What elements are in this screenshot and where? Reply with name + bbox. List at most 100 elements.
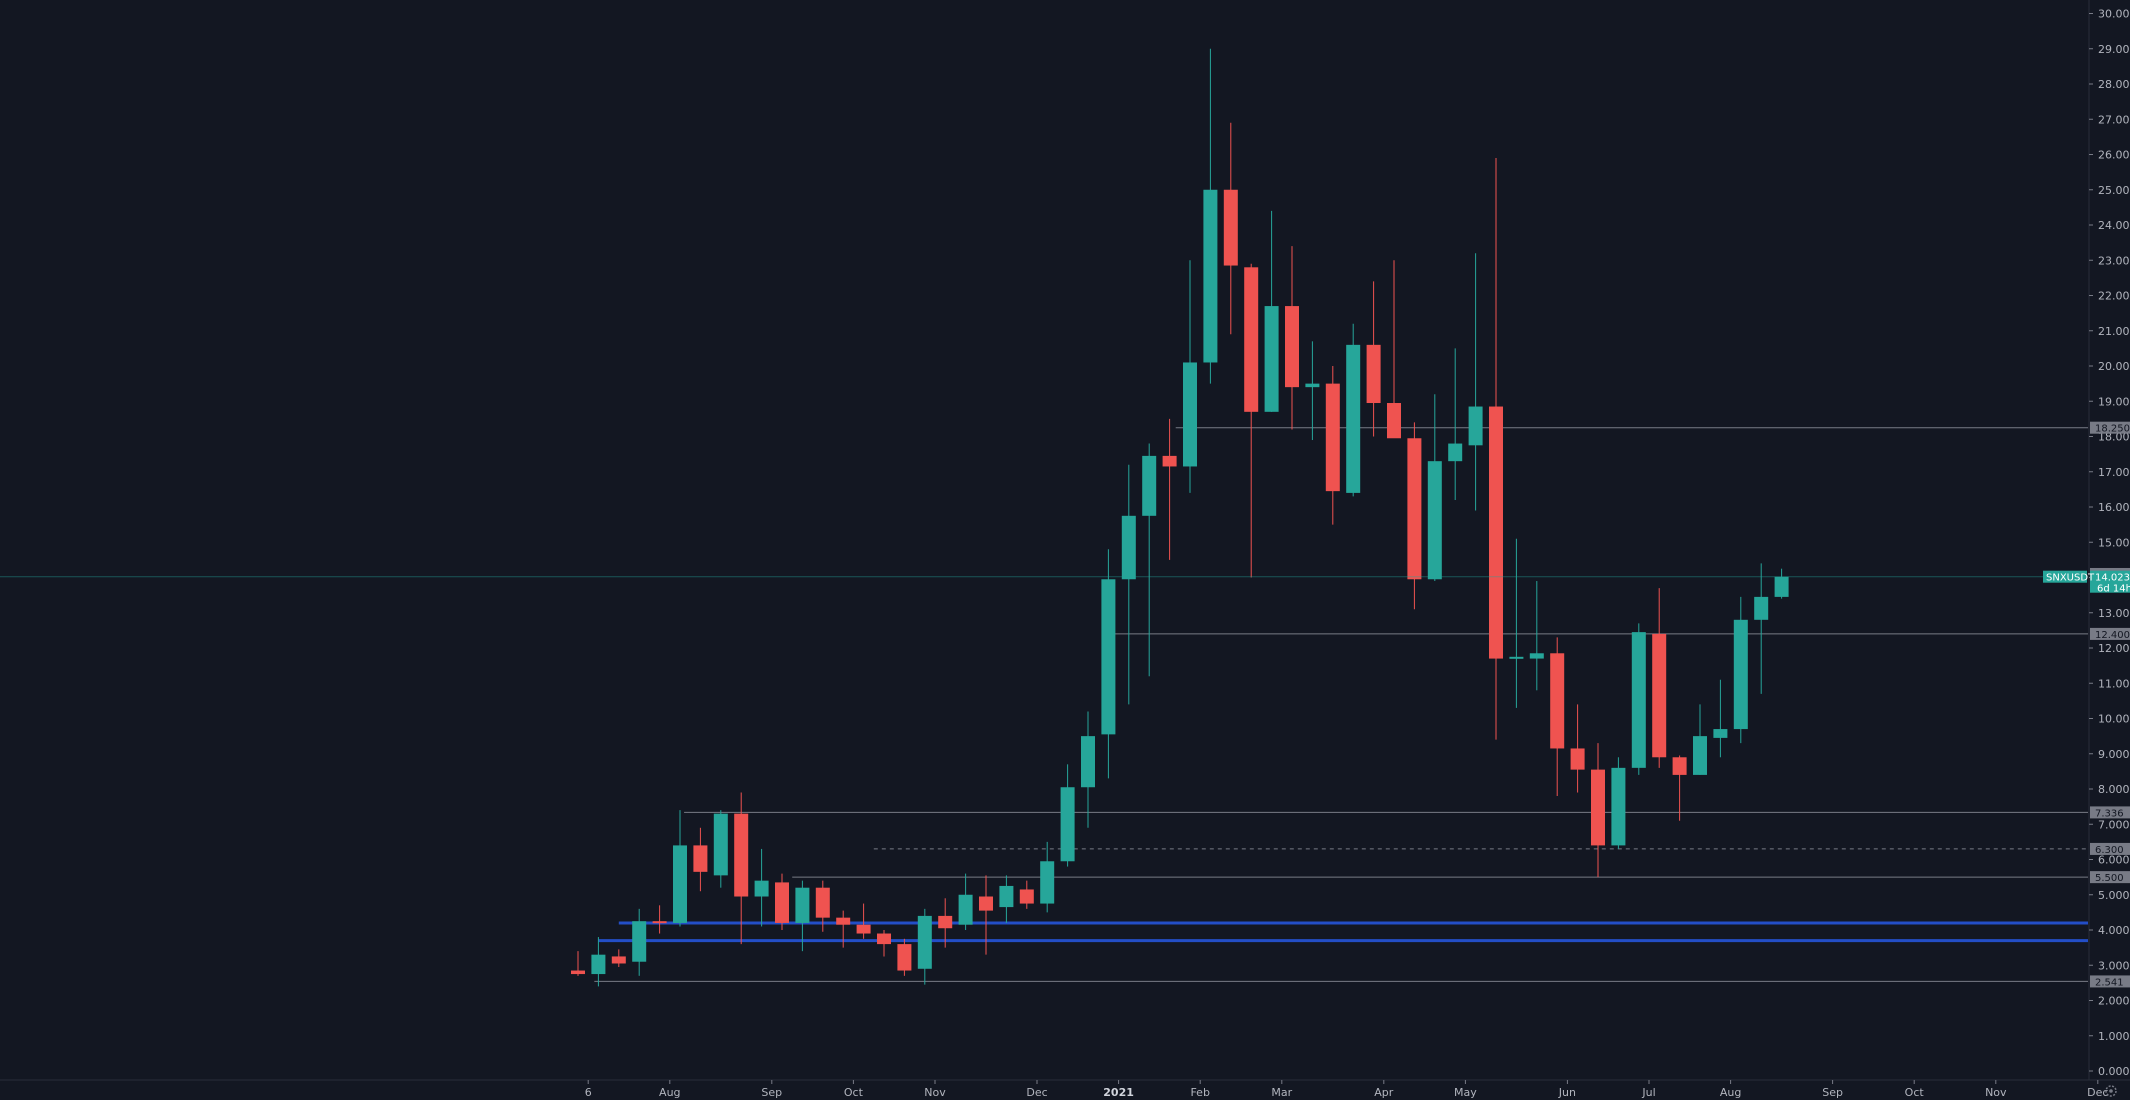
y-tick-label: 17.000 bbox=[2098, 466, 2130, 479]
candle[interactable] bbox=[673, 810, 687, 927]
candle[interactable] bbox=[897, 938, 912, 976]
candle-body bbox=[775, 882, 789, 923]
candle[interactable] bbox=[836, 910, 851, 948]
candle-body bbox=[1631, 632, 1646, 768]
candle[interactable] bbox=[1631, 623, 1646, 775]
candle-body bbox=[1203, 189, 1218, 363]
candle[interactable] bbox=[1407, 422, 1422, 610]
candle-body bbox=[999, 885, 1014, 908]
y-tick-label: 25.000 bbox=[2098, 184, 2130, 197]
y-tick-label: 15.000 bbox=[2098, 536, 2130, 549]
symbol-tag-text: SNXUSDT bbox=[2046, 573, 2095, 584]
candle[interactable] bbox=[1162, 418, 1177, 560]
candle[interactable] bbox=[917, 908, 932, 985]
candle[interactable] bbox=[1060, 764, 1075, 867]
candle-body bbox=[1142, 455, 1157, 516]
candle[interactable] bbox=[1733, 596, 1748, 744]
level-badge-text: 12.400 bbox=[2095, 630, 2130, 641]
candle[interactable] bbox=[591, 937, 606, 987]
candle-body bbox=[693, 845, 708, 872]
x-tick-label: Jul bbox=[1641, 1086, 1655, 1099]
candle[interactable] bbox=[815, 880, 830, 932]
candle[interactable] bbox=[938, 898, 953, 948]
candle[interactable] bbox=[958, 873, 973, 930]
candle[interactable] bbox=[632, 908, 647, 976]
candle-body bbox=[877, 933, 891, 945]
candle[interactable] bbox=[754, 848, 769, 927]
candle[interactable] bbox=[1387, 260, 1401, 439]
candle[interactable] bbox=[1448, 348, 1463, 500]
candle[interactable] bbox=[1489, 158, 1503, 740]
candle[interactable] bbox=[1285, 246, 1299, 430]
y-tick-label: 19.000 bbox=[2098, 395, 2130, 408]
candle[interactable] bbox=[1468, 253, 1483, 511]
candle[interactable] bbox=[734, 792, 749, 945]
candle[interactable] bbox=[1611, 757, 1626, 849]
candle-body bbox=[1040, 861, 1055, 904]
level-badge-text: 6.300 bbox=[2095, 845, 2124, 856]
candle[interactable] bbox=[1121, 464, 1136, 705]
candle-body bbox=[1529, 653, 1544, 659]
candle[interactable] bbox=[1081, 711, 1095, 828]
candle[interactable] bbox=[1427, 394, 1442, 582]
candle[interactable] bbox=[1040, 841, 1055, 913]
candle[interactable] bbox=[877, 930, 891, 957]
candle[interactable] bbox=[571, 951, 585, 976]
candle[interactable] bbox=[795, 880, 810, 952]
symbol-tag-bg bbox=[2043, 570, 2087, 583]
x-tick-label: Sep bbox=[761, 1086, 782, 1099]
candle[interactable] bbox=[856, 903, 871, 939]
candle[interactable] bbox=[775, 873, 789, 930]
candle[interactable] bbox=[1591, 743, 1605, 878]
y-tick-label: 30.000 bbox=[2098, 8, 2130, 21]
candle-body bbox=[979, 896, 993, 911]
candle[interactable] bbox=[1570, 704, 1585, 793]
y-tick-label: 22.000 bbox=[2098, 290, 2130, 303]
candle[interactable] bbox=[1754, 563, 1769, 694]
candle[interactable] bbox=[1101, 549, 1116, 779]
y-tick-label: 0.000 bbox=[2098, 1065, 2130, 1078]
candle[interactable] bbox=[1305, 341, 1320, 441]
gear-shape bbox=[2105, 1085, 2117, 1097]
candle-body bbox=[1570, 748, 1585, 770]
level-badge: 18.250 bbox=[2090, 421, 2130, 435]
candle[interactable] bbox=[1366, 281, 1381, 437]
price-axis[interactable]: 0.000 1.000 2.000 3.000 4.000 5.000 6.000 7.000… bbox=[2088, 0, 2130, 1080]
candle-body bbox=[713, 813, 728, 876]
candle[interactable] bbox=[693, 827, 708, 892]
candle[interactable] bbox=[1652, 588, 1667, 768]
last-price-badge-bg bbox=[2090, 570, 2130, 593]
x-tick-label: Nov bbox=[924, 1086, 946, 1099]
candle[interactable] bbox=[1529, 581, 1544, 691]
candle[interactable] bbox=[611, 949, 626, 968]
candle[interactable] bbox=[1509, 538, 1524, 708]
candle[interactable] bbox=[713, 810, 728, 888]
candle-body bbox=[1754, 596, 1769, 620]
candle[interactable] bbox=[1142, 443, 1157, 677]
candle[interactable] bbox=[1325, 366, 1340, 525]
candle[interactable] bbox=[1672, 755, 1687, 821]
candle[interactable] bbox=[1183, 260, 1197, 493]
candle[interactable] bbox=[1713, 679, 1728, 758]
candle[interactable] bbox=[1244, 263, 1259, 578]
time-axis[interactable]: 6 Aug Sep Oct Nov Dec 2021 Feb Mar Apr May Jun Jul Au… bbox=[0, 1079, 2130, 1099]
candle[interactable] bbox=[999, 875, 1014, 923]
candle[interactable] bbox=[652, 905, 667, 934]
candle[interactable] bbox=[1203, 48, 1218, 384]
candle[interactable] bbox=[1019, 880, 1034, 909]
candle[interactable] bbox=[1346, 323, 1361, 497]
candle-body bbox=[1774, 576, 1789, 597]
candle[interactable] bbox=[1550, 637, 1565, 797]
candle-body bbox=[1387, 403, 1401, 439]
candle[interactable] bbox=[1693, 704, 1707, 775]
candle[interactable] bbox=[979, 875, 993, 955]
candle[interactable] bbox=[1223, 122, 1238, 335]
candle[interactable] bbox=[1264, 210, 1279, 412]
candle-body bbox=[1081, 736, 1095, 788]
y-tick-label: 20.000 bbox=[2098, 360, 2130, 373]
candle-body bbox=[1101, 579, 1116, 735]
settings-gear-icon[interactable] bbox=[2105, 1085, 2117, 1097]
candle[interactable] bbox=[1774, 568, 1789, 599]
